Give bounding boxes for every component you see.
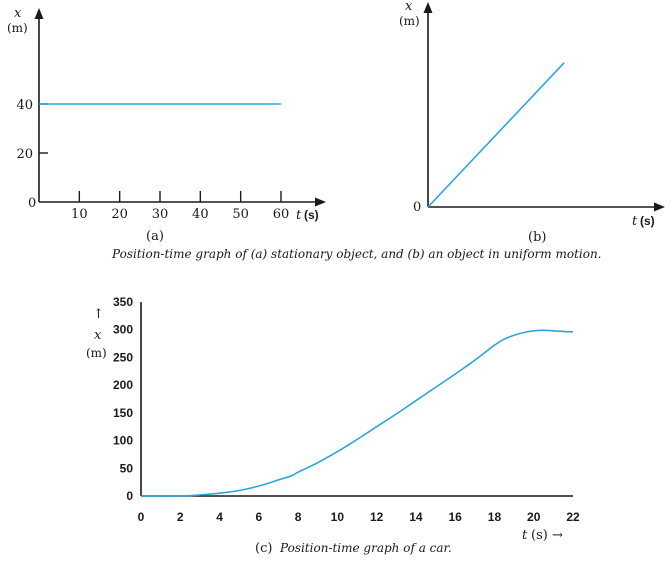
chart-a-x-tick-label-3: 40 [192, 207, 209, 222]
chart-a-y-var: x [14, 6, 22, 21]
chart-c-x-ticks: 0 2 4 6 8 10 12 14 16 18 20 22 [138, 510, 580, 524]
caption-c-label: (c) [255, 541, 272, 556]
chart-b-x-var: t [632, 214, 638, 229]
chart-c-x-tick-label-8: 16 [449, 510, 463, 524]
caption-ab: Position-time graph of (a) stationary ob… [111, 247, 602, 261]
chart-a-y-axis-arrow [34, 8, 44, 19]
chart-b-series [427, 62, 565, 208]
chart-a-y-tick-label-1: 40 [16, 98, 33, 113]
chart-c-x-tick-label-6: 12 [370, 510, 384, 524]
chart-b-panel-label: (b) [528, 230, 546, 245]
chart-b-x-axis-arrow [654, 202, 665, 212]
chart-a-x-tick-label-2: 30 [152, 207, 169, 222]
chart-a-x-tick-label-4: 50 [232, 207, 249, 222]
chart-c-y-ticks: 0 50 100 150 200 250 300 350 [113, 295, 133, 503]
chart-c-y-arrow: ↑ [93, 307, 104, 322]
chart-a-x-var: t [296, 208, 302, 223]
caption-c-text: Position-time graph of a car. [279, 541, 452, 555]
chart-c-y-tick-label-1: 50 [120, 461, 134, 475]
chart-c-x-tick-label-7: 14 [409, 510, 423, 524]
chart-c-series-line-0 [141, 329, 574, 497]
chart-c-x-tick-label-11: 22 [566, 510, 580, 524]
chart-c-y-tick-label-2: 100 [113, 434, 133, 448]
chart-a-x-tick-label-5: 60 [273, 207, 290, 222]
chart-c-x-tick-label-10: 20 [527, 510, 541, 524]
chart-c-y-tick-label-5: 250 [113, 350, 133, 364]
chart-c-y-tick-label-6: 300 [113, 323, 133, 337]
chart-b-y-unit: (m) [399, 14, 420, 28]
chart-a-x-tick-label-1: 20 [111, 207, 128, 222]
chart-b-y-var: x [405, 0, 413, 14]
chart-c-x-unit: (s) → [531, 528, 563, 543]
chart-a-x-tick-label-0: 10 [71, 207, 88, 222]
chart-a-origin-label: 0 [28, 196, 36, 211]
chart-c-y-var: x [94, 328, 102, 343]
chart-c-y-tick-label-4: 200 [113, 378, 133, 392]
chart-b-x-unit: (s) [640, 214, 655, 228]
chart-c-x-tick-label-2: 4 [216, 510, 223, 524]
chart-c-x-tick-label-0: 0 [138, 510, 145, 524]
chart-a-y-unit: (m) [7, 21, 28, 35]
chart-a-x-ticks: 10 20 30 40 50 60 [71, 191, 289, 222]
chart-c-y-tick-label-3: 150 [113, 406, 133, 420]
chart-c-x-tick-label-1: 2 [177, 510, 184, 524]
chart-c-y-tick-label-7: 350 [113, 295, 133, 309]
chart-a-x-axis-arrow [315, 197, 326, 207]
chart-a-y-tick-label-0: 20 [16, 147, 33, 162]
chart-b: x (m) 0 t (s) (b) [399, 0, 665, 245]
chart-c-x-tick-label-5: 10 [331, 510, 345, 524]
chart-b-y-axis-arrow [423, 2, 433, 13]
chart-c-x-tick-label-3: 6 [255, 510, 262, 524]
chart-a-panel-label: (a) [146, 229, 164, 244]
chart-c-x-tick-label-4: 8 [295, 510, 302, 524]
chart-b-series-line-0 [427, 62, 565, 208]
chart-c-y-tick-label-0: 0 [126, 489, 133, 503]
chart-c-y-unit: (m) [86, 346, 107, 360]
chart-c-series [141, 329, 574, 497]
chart-b-origin-label: 0 [413, 200, 421, 215]
chart-a-x-unit: (s) [304, 208, 319, 222]
chart-c-x-tick-label-9: 18 [488, 510, 502, 524]
chart-c: ↑ x (m) 0 2 4 6 8 10 12 14 16 18 20 22 0 50 100 150 200… [86, 295, 580, 543]
chart-c-x-var: t [522, 528, 528, 543]
